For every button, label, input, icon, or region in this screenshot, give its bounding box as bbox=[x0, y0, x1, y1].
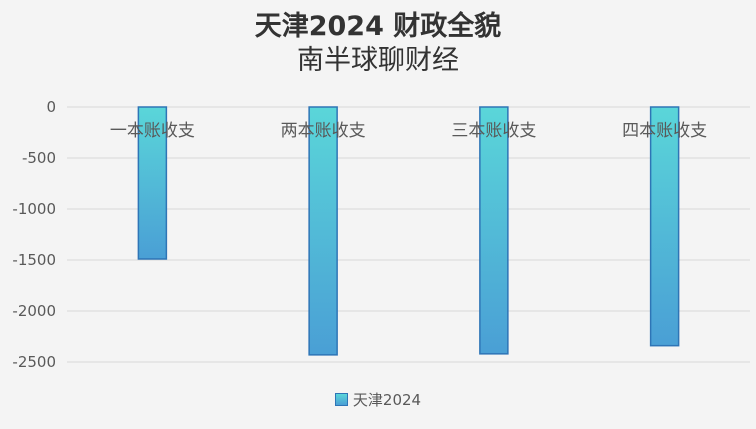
bar bbox=[137, 106, 168, 260]
gridlines bbox=[67, 106, 750, 363]
y-axis-ticks: 0 -500 -1000 -1500 -2000 -2500 bbox=[12, 98, 56, 371]
category-labels: 一本账收支 两本账收支 三本账收支 四本账收支 bbox=[110, 121, 707, 141]
chart-subtitle: 南半球聊财经 bbox=[297, 45, 459, 76]
bar bbox=[649, 106, 680, 347]
bar bbox=[308, 106, 338, 356]
category-label: 两本账收支 bbox=[281, 121, 366, 141]
y-tick-label: -1000 bbox=[12, 200, 56, 218]
chart-title: 天津2024 财政全貌 bbox=[254, 11, 502, 42]
bar bbox=[479, 106, 509, 355]
legend-label: 天津2024 bbox=[352, 391, 422, 409]
y-tick-label: -1500 bbox=[12, 251, 56, 269]
y-tick-label: -2000 bbox=[12, 302, 56, 320]
y-tick-label: 0 bbox=[46, 98, 56, 116]
category-label: 一本账收支 bbox=[110, 121, 195, 141]
legend: 天津2024 bbox=[0, 389, 756, 410]
y-tick-label: -2500 bbox=[12, 353, 56, 371]
chart-title-block: 天津2024 财政全貌 南半球聊财经 bbox=[0, 10, 756, 78]
category-label: 三本账收支 bbox=[451, 121, 536, 141]
y-tick-label: -500 bbox=[22, 149, 56, 167]
category-label: 四本账收支 bbox=[622, 121, 707, 141]
legend-swatch bbox=[334, 393, 348, 406]
bars bbox=[137, 106, 680, 356]
